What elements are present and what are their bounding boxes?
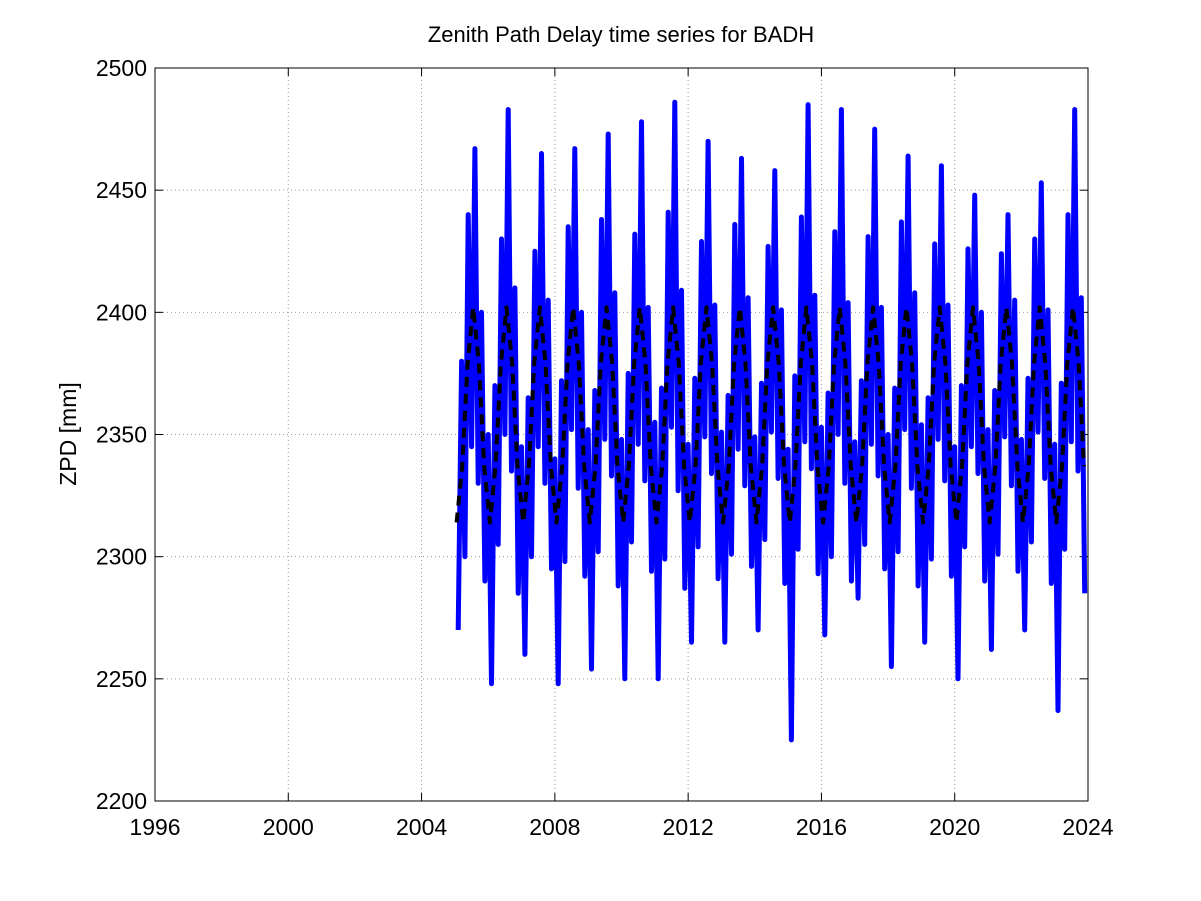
- chart-title: Zenith Path Delay time series for BADH: [428, 22, 814, 47]
- x-tick-label: 2000: [263, 814, 314, 840]
- y-tick-label: 2400: [96, 299, 147, 325]
- x-tick-label: 2016: [796, 814, 847, 840]
- y-tick-label: 2350: [96, 422, 147, 448]
- x-tick-label: 2004: [396, 814, 447, 840]
- x-tick-label: 2020: [929, 814, 980, 840]
- y-axis-label: ZPD [mm]: [55, 382, 81, 486]
- y-tick-label: 2300: [96, 544, 147, 570]
- y-tick-label: 2500: [96, 55, 147, 81]
- x-tick-label: 2012: [663, 814, 714, 840]
- plot-frame: [154, 67, 1089, 802]
- y-tick-label: 2200: [96, 788, 147, 814]
- data-line: [454, 305, 1086, 525]
- x-tick-label: 1996: [129, 814, 180, 840]
- y-tick-label: 2450: [96, 177, 147, 203]
- y-tick-label: 2250: [96, 666, 147, 692]
- x-tick-label: 2008: [529, 814, 580, 840]
- x-tick-label: 2024: [1062, 814, 1113, 840]
